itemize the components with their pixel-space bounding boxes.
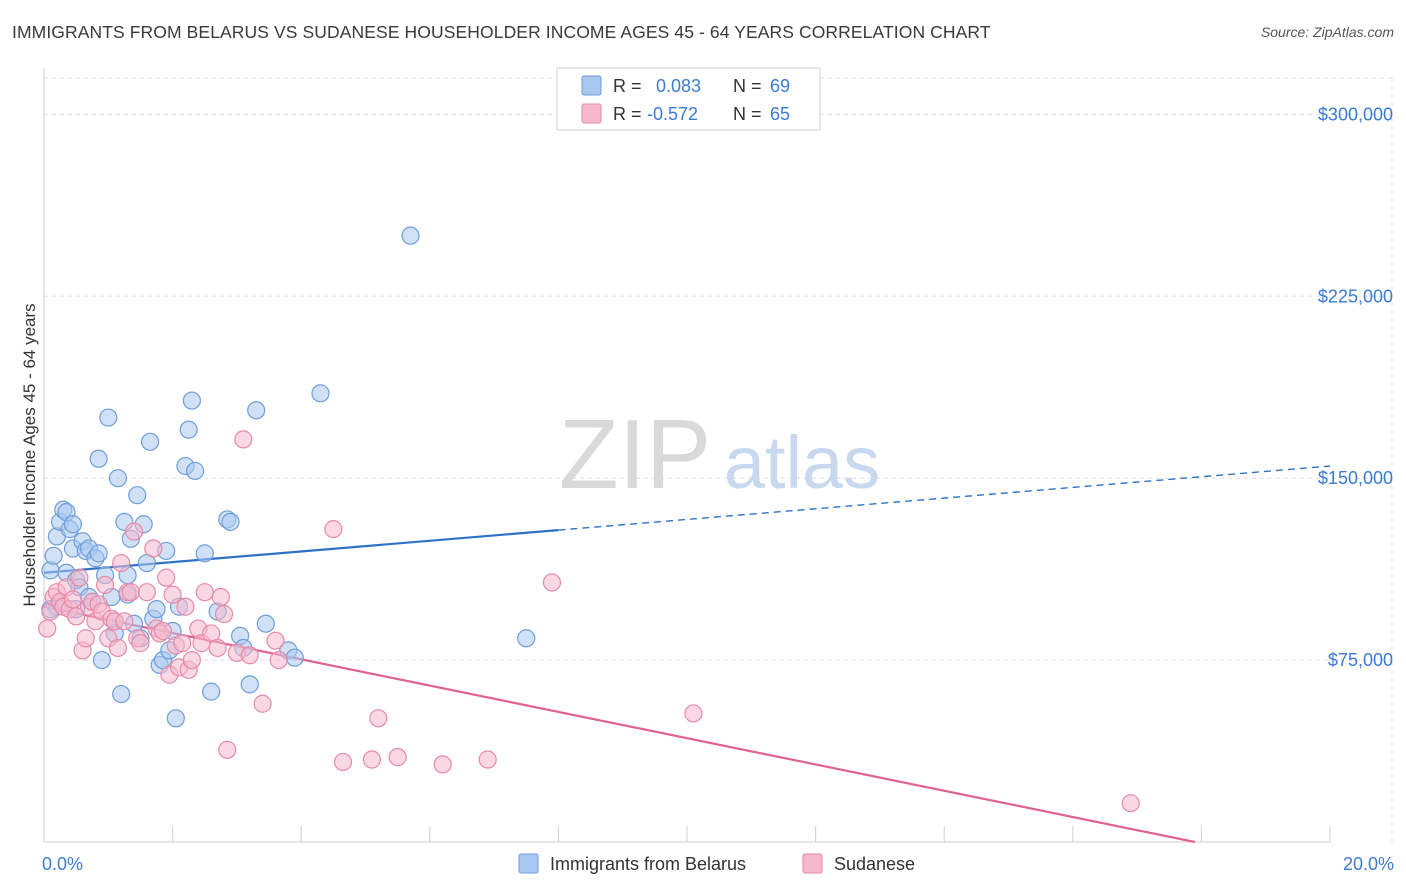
sudanese-point [324,520,343,539]
stats-n-label-sudanese: N = [733,104,762,124]
legend-swatch-belarus [518,853,539,874]
sudanese-point [388,748,407,767]
labels-layer: $75,000 $150,000 $225,000 $300,000 0.0% 20.0%… [20,104,1394,874]
stats-legend-swatch-sudanese [581,103,602,124]
y-axis-label: Householder Income Ages 45 - 64 years [20,303,39,606]
y-tick-label: $75,000 [1328,650,1393,670]
belarus-point [401,226,420,245]
sudanese-point [115,612,134,631]
stats-n-label-belarus: N = [733,76,762,96]
belarus-point [108,469,128,488]
belarus-point [128,486,147,505]
sudanese-point [433,755,452,774]
sudanese-point [214,604,234,624]
sudanese-point [173,634,192,653]
grid-layer [44,77,1393,842]
stats-legend-swatch-belarus [581,75,602,96]
belarus-point [44,546,63,565]
stats-r-value-sudanese: -0.572 [647,104,698,124]
belarus-point [89,449,108,468]
belarus-point [182,391,201,410]
sudanese-point [124,522,144,541]
sudanese-point [70,568,89,587]
sudanese-point [269,650,288,670]
belarus-point [285,648,304,667]
stats-legend: R = 0.083 N = 69 R = -0.572 N = 65 [556,67,821,131]
stats-r-label-belarus: R = [613,76,642,96]
sudanese-point [1121,794,1140,813]
sudanese-point [234,430,253,449]
y-tick-label: $300,000 [1318,104,1393,124]
legend-swatch-sudanese [802,853,823,874]
belarus-point [256,614,275,633]
sudanese-point [76,629,95,648]
belarus-point [517,629,536,648]
sudanese-point [157,568,176,587]
belarus-point [311,384,330,403]
axes-layer [43,68,1331,843]
belarus-point [89,544,108,563]
belarus-point [247,401,266,420]
sudanese-point [163,585,182,604]
sudanese-point [369,709,388,728]
sudanese-point [362,750,382,769]
sudanese-point [144,539,163,558]
sudanese-point [112,553,131,573]
points-layer [38,226,1140,813]
belarus-point [99,408,118,427]
sudanese-point [182,650,201,670]
belarus-point [166,709,185,728]
belarus-point [112,684,131,704]
sudanese-point [195,583,214,602]
legend-label-sudanese: Sudanese [834,854,915,874]
sudanese-point [63,590,83,609]
stats-r-label-sudanese: R = [613,104,642,124]
sudanese-point [542,573,562,592]
belarus-point [195,544,214,563]
sudanese-point [266,631,285,650]
stats-n-value-sudanese: 65 [770,104,790,124]
y-tick-label: $150,000 [1318,468,1393,488]
series-legend: Immigrants from Belarus Sudanese [518,853,915,874]
chart-source: Source: ZipAtlas.com [1260,24,1394,40]
sudanese-point [211,587,230,607]
belarus-point [92,650,111,670]
sudanese-point [218,740,237,759]
belarus-point [147,600,166,619]
stats-r-value-belarus: 0.083 [656,76,701,96]
belarus-point [221,512,240,531]
x-tick-label: 20.0% [1343,854,1394,874]
x-tick-label: 0.0% [42,854,83,874]
sudanese-point [176,597,195,616]
y-tick-label: $225,000 [1318,286,1393,306]
sudanese-point [108,638,128,658]
stats-n-value-belarus: 69 [770,76,790,96]
sudanese-point [131,634,150,653]
sudanese-point [478,750,497,769]
belarus-point [140,432,160,451]
sudanese-point [67,607,86,626]
watermark-atlas: atlas [724,421,880,504]
sudanese-point [153,621,173,641]
belarus-point [202,682,221,701]
legend-label-belarus: Immigrants from Belarus [550,854,746,874]
sudanese-point [253,694,272,713]
sudanese-point [121,583,140,602]
sudanese-point [684,704,703,723]
belarus-point [186,461,205,481]
watermark-zip: ZIP [559,399,711,509]
belarus-trend-line-dashed [558,465,1331,531]
belarus-point [240,675,259,694]
belarus-point [179,420,198,439]
sudanese-point [240,646,259,665]
belarus-point [63,515,83,534]
sudanese-point [137,583,156,602]
sudanese-point [95,575,115,595]
sudanese-point [333,752,353,772]
sudanese-point [208,638,227,658]
chart-title: IMMIGRANTS FROM BELARUS VS SUDANESE HOUS… [12,22,991,42]
sudanese-point [38,619,57,638]
